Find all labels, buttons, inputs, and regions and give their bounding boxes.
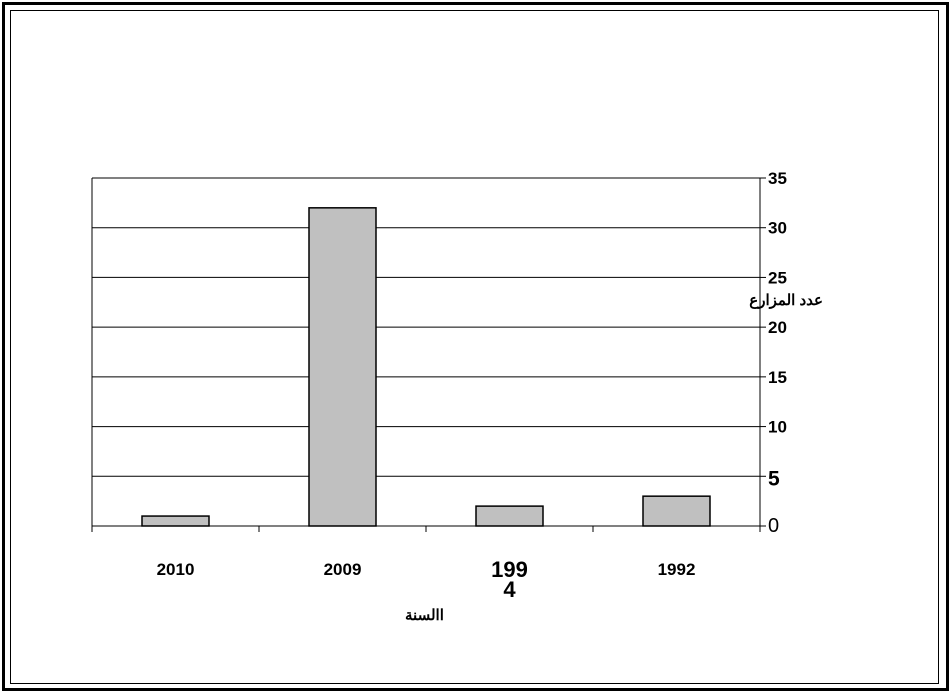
y-tick-label: 20 [768,318,787,337]
bar [475,505,544,527]
y-tick-label: 15 [768,368,787,387]
x-tick-label: 4 [503,577,516,602]
chart-inner-frame [10,10,939,684]
x-tick-label: 1992 [658,560,696,579]
y-tick-labels: 0 5 10 15 20 25 30 35 [768,169,787,537]
x-tick-label: 2010 [157,560,195,579]
bar [141,515,210,527]
gridlines [92,227,760,477]
y-axis-title: عدد المزارع [749,292,823,309]
y-tick-label: 25 [768,268,787,287]
axes [91,177,766,532]
bar [308,207,377,527]
y-tick-label: 5 [768,467,780,490]
y-tick-label: 35 [768,169,787,188]
x-axis-title: االسنة [405,607,444,624]
bar [642,495,711,527]
y-tick-label: 30 [768,219,787,238]
x-tick-label: 199 [491,557,528,582]
bars [141,207,711,527]
y-tick-label: 10 [768,418,787,437]
y-tick-label: 0 [768,515,779,537]
x-tick-label: 2009 [324,560,362,579]
